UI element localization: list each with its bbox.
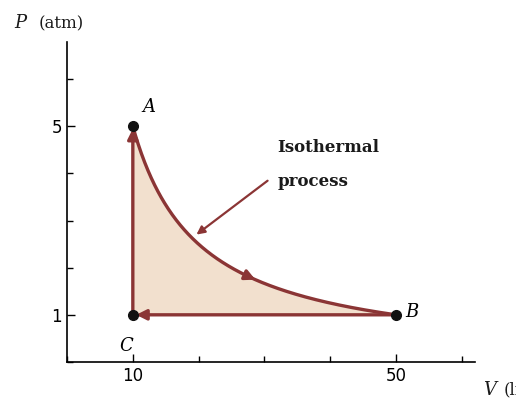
Text: (atm): (atm) (39, 15, 84, 32)
Text: Isothermal: Isothermal (278, 139, 379, 156)
Text: V: V (483, 381, 496, 399)
Text: process: process (278, 173, 348, 190)
Text: C: C (119, 337, 133, 355)
Text: (liters): (liters) (503, 381, 516, 398)
Text: A: A (143, 98, 156, 116)
Polygon shape (133, 126, 396, 315)
Text: B: B (406, 303, 419, 322)
Text: P: P (14, 14, 26, 32)
